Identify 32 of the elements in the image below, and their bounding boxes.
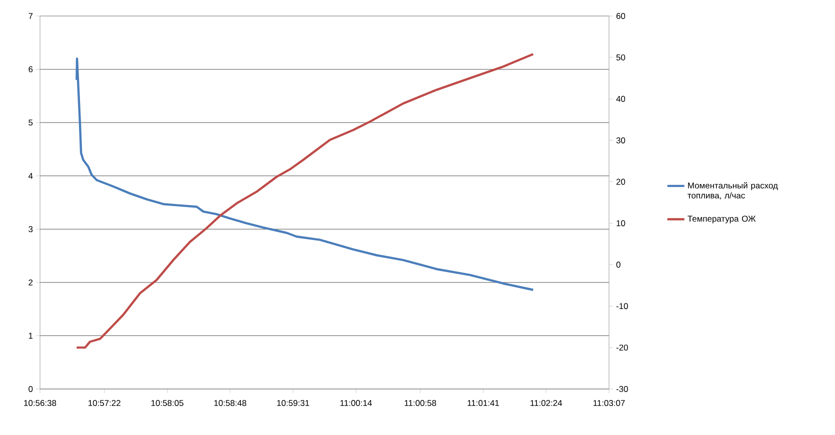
y2-tick-label: 0 <box>616 262 620 268</box>
y-tick-label: 7 <box>28 13 33 19</box>
y2-tick-label: -10 <box>616 303 628 310</box>
y-tick-label: 4 <box>28 172 33 179</box>
y-tick-label: 1 <box>28 332 33 339</box>
x-tick-label: 10:58:48 <box>214 400 246 406</box>
y2-tick-label: 60 <box>616 13 626 19</box>
y-tick-label: 6 <box>28 66 33 72</box>
y-tick-label: 5 <box>28 120 33 126</box>
y2-tick-label: -30 <box>616 386 628 392</box>
x-tick-label: 10:58:05 <box>151 400 184 406</box>
x-tick-label: 10:56:38 <box>24 400 56 406</box>
y2-tick-label: 20 <box>616 178 626 185</box>
y-tick-label: 3 <box>28 226 33 232</box>
y2-tick-label: 30 <box>616 137 626 144</box>
x-tick-label: 11:02:24 <box>530 400 562 406</box>
x-tick-label: 11:03:07 <box>593 400 625 406</box>
x-tick-label: 11:01:41 <box>468 400 499 406</box>
y2-tick-label: 10 <box>616 220 626 226</box>
y-tick-label: 2 <box>28 279 33 286</box>
y-tick-label: 0 <box>28 386 33 392</box>
line-series <box>76 58 534 291</box>
x-tick-label: 10:57:22 <box>88 400 120 406</box>
legend-label: Моментальный расход топлива, л/час <box>688 182 778 200</box>
y2-tick-label: 40 <box>616 96 626 102</box>
x-tick-label: 11:00:58 <box>404 400 436 406</box>
x-tick-label: 10:59:31 <box>277 400 310 406</box>
line-series <box>76 53 534 349</box>
y2-tick-label: 50 <box>616 54 626 60</box>
legend-label: Температура ОЖ <box>688 216 756 224</box>
y2-tick-label: -20 <box>616 344 628 351</box>
x-tick-label: 11:00:14 <box>340 400 372 406</box>
